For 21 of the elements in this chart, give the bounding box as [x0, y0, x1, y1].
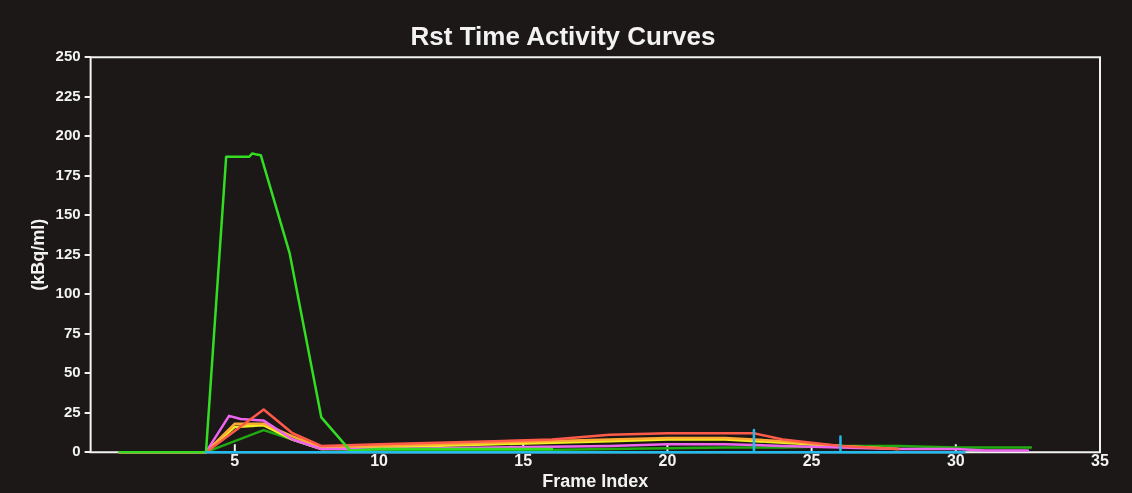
x-tick-label: 15 — [514, 452, 533, 470]
chart-title: Rst Time Activity Curves — [410, 20, 716, 51]
x-tick-label: 30 — [946, 452, 965, 470]
y-tick-label: 125 — [55, 244, 81, 262]
y-tick-label: 0 — [72, 442, 81, 460]
x-tick-label: 10 — [370, 452, 389, 470]
y-tick-label: 200 — [55, 126, 81, 144]
y-tick-label: 75 — [63, 323, 81, 341]
y-tick-label: 50 — [63, 363, 81, 381]
y-tick-label: 225 — [55, 86, 81, 104]
y-tick-label: 100 — [55, 284, 81, 302]
y-axis-title: (kBq/ml) — [27, 218, 48, 291]
y-tick-label: 250 — [55, 47, 81, 65]
y-tick-label: 25 — [63, 402, 81, 420]
x-tick-label: 25 — [802, 452, 821, 470]
x-axis-title: Frame Index — [542, 471, 649, 492]
y-tick-label: 150 — [55, 205, 81, 223]
x-tick-label: 5 — [230, 452, 240, 470]
x-tick-label: 35 — [1091, 452, 1109, 470]
x-tick-label: 20 — [658, 452, 677, 470]
y-tick-label: 175 — [55, 165, 81, 183]
